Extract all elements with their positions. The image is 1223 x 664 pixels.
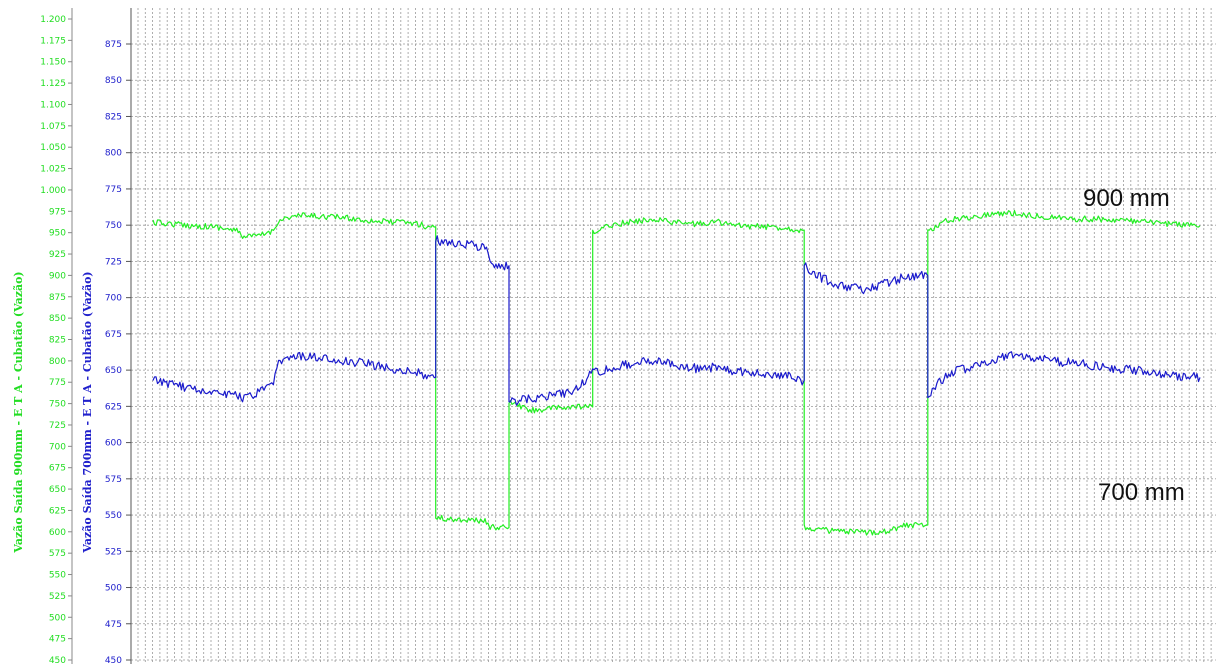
- blue-tick-label-13: 550: [105, 511, 122, 521]
- green-tick-label-0: 1.200: [40, 15, 66, 25]
- green-tick-label-19: 725: [49, 421, 66, 431]
- green-tick-label-13: 875: [49, 293, 66, 303]
- blue-tick-label-10: 625: [105, 402, 122, 412]
- green-tick-label-1: 1.175: [40, 36, 66, 46]
- y-axis-label-green: Vazão Saída 900mm - E T A - Cubatão (Vaz…: [12, 271, 25, 553]
- green-tick-label-18: 750: [49, 400, 66, 410]
- green-tick-label-21: 675: [49, 464, 66, 474]
- green-tick-label-28: 500: [49, 613, 66, 623]
- green-tick-label-8: 1.000: [40, 186, 66, 196]
- green-tick-label-16: 800: [49, 357, 66, 367]
- series-layer: [152, 209, 1201, 536]
- green-tick-label-25: 575: [49, 549, 66, 559]
- series-line-900mm: [152, 209, 1201, 536]
- blue-tick-label-11: 600: [105, 439, 122, 449]
- green-tick-label-17: 775: [49, 378, 66, 388]
- plot-background: [131, 8, 1216, 664]
- green-tick-label-7: 1.025: [40, 165, 66, 175]
- green-tick-label-4: 1.100: [40, 100, 66, 110]
- blue-tick-label-8: 675: [105, 330, 122, 340]
- green-tick-label-3: 1.125: [40, 79, 66, 89]
- green-tick-label-11: 925: [49, 250, 66, 260]
- blue-tick-label-9: 650: [105, 366, 122, 376]
- blue-tick-label-12: 575: [105, 475, 122, 485]
- annotation-700mm: 700 mm: [1098, 479, 1185, 506]
- green-tick-label-24: 600: [49, 528, 66, 538]
- green-tick-label-15: 825: [49, 336, 66, 346]
- axis-layer: 1.200 1.175 1.150 1.125 1.100 1.075 1.050 1.025…: [40, 8, 132, 664]
- green-tick-label-12: 900: [49, 271, 66, 281]
- blue-tick-label-6: 725: [105, 257, 122, 267]
- grid-layer: [131, 8, 1216, 664]
- blue-tick-label-17: 450: [105, 656, 122, 664]
- blue-tick-label-1: 850: [105, 76, 122, 86]
- green-tick-label-10: 950: [49, 229, 66, 239]
- green-tick-label-20: 700: [49, 442, 66, 452]
- blue-tick-label-5: 750: [105, 221, 122, 231]
- blue-tick-label-4: 775: [105, 185, 122, 195]
- green-tick-label-27: 525: [49, 592, 66, 602]
- green-tick-label-5: 1.075: [40, 122, 66, 132]
- blue-tick-label-0: 875: [105, 40, 122, 50]
- y-axis-label-blue: Vazão Saída 700mm - E T A - Cubatão (Vaz…: [81, 271, 94, 553]
- series-line-700mm: [152, 235, 1201, 406]
- green-tick-label-26: 550: [49, 571, 66, 581]
- blue-tick-label-7: 700: [105, 294, 122, 304]
- green-tick-label-30: 450: [49, 656, 66, 664]
- green-tick-label-2: 1.150: [40, 58, 66, 68]
- blue-tick-label-15: 500: [105, 584, 122, 594]
- green-tick-label-9: 975: [49, 207, 66, 217]
- green-tick-label-23: 625: [49, 506, 66, 516]
- blue-tick-label-3: 800: [105, 149, 122, 159]
- blue-tick-label-2: 825: [105, 112, 122, 122]
- green-tick-label-22: 650: [49, 485, 66, 495]
- green-tick-label-6: 1.050: [40, 143, 66, 153]
- green-tick-label-14: 850: [49, 314, 66, 324]
- blue-tick-label-14: 525: [105, 547, 122, 557]
- annotation-900mm: 900 mm: [1083, 185, 1170, 212]
- blue-tick-label-16: 475: [105, 620, 122, 630]
- green-tick-label-29: 475: [49, 635, 66, 645]
